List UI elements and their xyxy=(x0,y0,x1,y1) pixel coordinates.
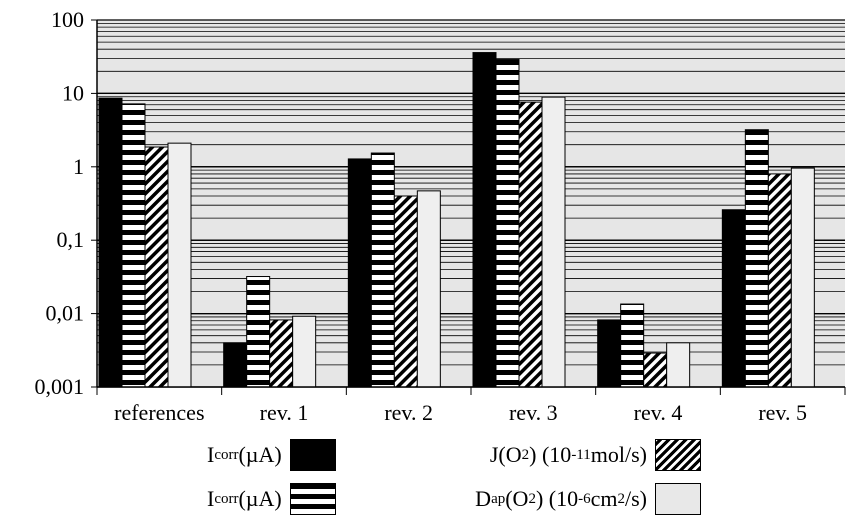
legend-swatch-gray xyxy=(655,483,701,515)
legend-label-sup: 2 xyxy=(617,490,626,507)
bar-horizontal-stripes xyxy=(370,152,395,388)
bars xyxy=(98,52,815,388)
y-tick-label: 10 xyxy=(62,80,84,105)
bar-horizontal-stripes xyxy=(246,276,271,388)
plot-background xyxy=(97,20,845,387)
bar-diagonal-hatch xyxy=(393,195,418,388)
legend-entry-3: J(O 2) (10 -11 mol/s) xyxy=(490,439,701,471)
category-label: rev. 3 xyxy=(509,400,558,425)
bar-diagonal-hatch xyxy=(144,146,169,388)
legend-label-unit: mol/s) xyxy=(590,442,647,467)
bar-light-gray xyxy=(541,96,566,388)
legend-label: I xyxy=(207,442,215,467)
legend-label-unit: (µA) xyxy=(238,442,282,467)
bar-light-gray xyxy=(790,167,815,388)
bar-chart: references rev. 1 rev. 2 rev. 3 rev. 4 rev. 5… xyxy=(35,7,846,425)
legend-swatch-stripes xyxy=(289,483,336,515)
bar-diagonal-hatch xyxy=(269,319,294,388)
category-label: rev. 4 xyxy=(634,400,683,425)
legend-label-sub: 2 xyxy=(521,446,530,463)
bar-diagonal-hatch xyxy=(643,352,668,388)
legend-label-sub: ap xyxy=(491,490,506,507)
legend-label-part: cm xyxy=(590,486,618,511)
legend-label-sub: corr xyxy=(214,446,239,463)
legend-label-part: (O xyxy=(505,486,529,511)
legend-label-sub: 2 xyxy=(528,490,536,507)
legend-label-part: ) (10 xyxy=(529,442,572,467)
legend-label-part: ) (10 xyxy=(535,486,579,511)
bar-light-gray xyxy=(167,142,192,388)
bar-diagonal-hatch xyxy=(518,101,543,388)
category-label: rev. 1 xyxy=(260,400,309,425)
legend-swatch-hatch xyxy=(655,439,701,471)
bar-horizontal-stripes xyxy=(620,303,645,388)
grid-lines xyxy=(97,19,845,388)
legend-label-unit: (µA) xyxy=(238,486,282,511)
bar-solid-black xyxy=(472,52,497,388)
bar-horizontal-stripes xyxy=(121,103,146,388)
bar-solid-black xyxy=(347,158,372,388)
y-tick-label: 1 xyxy=(73,154,84,179)
legend-label-sub: corr xyxy=(214,490,239,507)
bar-solid-black xyxy=(721,209,746,388)
legend-label-unit: /s) xyxy=(625,486,647,511)
bar-solid-black xyxy=(223,342,248,388)
bar-diagonal-hatch xyxy=(767,173,792,388)
bar-solid-black xyxy=(597,319,622,388)
bar-horizontal-stripes xyxy=(495,58,520,388)
legend-label: J(O xyxy=(489,442,522,467)
axes: references rev. 1 rev. 2 rev. 3 rev. 4 rev. 5… xyxy=(35,7,846,425)
legend-label: I xyxy=(207,486,215,511)
bar-light-gray xyxy=(416,190,441,388)
y-tick-label: 0,001 xyxy=(35,374,85,399)
y-tick-label: 0,01 xyxy=(46,301,85,326)
y-tick-label: 100 xyxy=(51,7,84,32)
bar-solid-black xyxy=(98,97,123,388)
bar-light-gray xyxy=(292,315,317,388)
legend-label-sup: -11 xyxy=(571,446,591,463)
bar-light-gray xyxy=(666,342,691,388)
legend-swatch-black xyxy=(289,439,336,471)
category-label: rev. 2 xyxy=(384,400,433,425)
category-label: references xyxy=(114,400,204,425)
category-label: rev. 5 xyxy=(758,400,807,425)
y-tick-label: 0,1 xyxy=(57,227,85,252)
legend-label-sup: -6 xyxy=(578,490,591,507)
bar-horizontal-stripes xyxy=(744,129,769,388)
legend-label: D xyxy=(475,486,492,511)
